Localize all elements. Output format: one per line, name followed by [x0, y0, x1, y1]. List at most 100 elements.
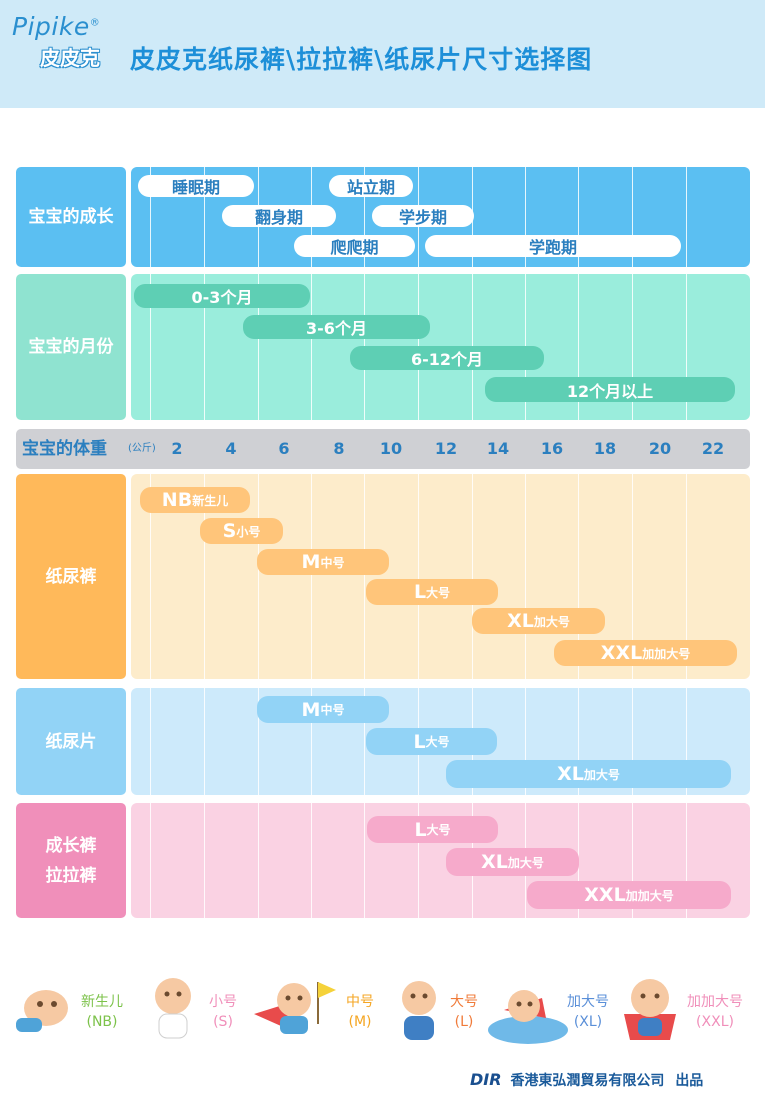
legend-code: (L): [454, 1014, 474, 1030]
size-name: 大号: [426, 823, 451, 837]
size-name: 大号: [426, 585, 451, 600]
legend-xxl: 加加大号 (XXL): [680, 992, 750, 1032]
grid-line: [632, 803, 633, 918]
row-label-growth: 宝宝的成长: [16, 167, 126, 267]
size-name: 小号: [236, 524, 261, 539]
size-name: 中号: [320, 555, 345, 570]
size-code: L: [413, 581, 427, 603]
size-code: NB: [161, 489, 193, 511]
legend-code: (NB): [86, 1014, 118, 1030]
weight-unit: (公斤): [128, 443, 156, 454]
diaper-size-nb: NB 新生儿: [140, 487, 250, 513]
grid-line: [686, 474, 687, 679]
size-code: XL: [557, 763, 584, 785]
grid-line: [686, 688, 687, 795]
size-code: M: [301, 551, 321, 573]
size-code: XXL: [584, 884, 626, 906]
weight-tick: 14: [486, 439, 510, 458]
grid-line: [686, 803, 687, 918]
legend-name: 加大号: [567, 994, 609, 1010]
header-banner: [0, 0, 765, 108]
baby-medium-icon: [246, 974, 338, 1044]
row-label-pad: 纸尿片: [16, 688, 126, 795]
size-code: M: [301, 698, 321, 721]
grid-line: [204, 474, 205, 679]
legend-name: 大号: [450, 994, 478, 1010]
size-name: 大号: [425, 735, 450, 749]
diaper-panel: NB 新生儿 S 小号 M 中号 L 大号 XL 加大号 XXL 加加大号: [131, 474, 750, 679]
legend-name: 小号: [209, 994, 237, 1010]
size-code: L: [414, 818, 427, 841]
stage-crawl: 爬爬期: [294, 235, 415, 257]
grid-line: [418, 474, 419, 679]
stage-run: 学跑期: [425, 235, 681, 257]
grid-line: [204, 167, 205, 267]
grid-line: [204, 688, 205, 795]
grid-line: [258, 803, 259, 918]
pants-size-l: L 大号: [367, 816, 498, 843]
grid-line: [632, 688, 633, 795]
weight-tick: 22: [701, 439, 725, 458]
month-6-12: 6-12个月: [350, 346, 544, 370]
grid-line: [364, 474, 365, 679]
registered-mark: ®: [89, 17, 101, 29]
grid-line: [311, 688, 312, 795]
legend-code: (XL): [573, 1014, 603, 1030]
grid-line: [258, 474, 259, 679]
grid-line: [258, 274, 259, 420]
grid-line: [364, 167, 365, 267]
grid-line: [150, 803, 151, 918]
legend-s: 小号 (S): [203, 992, 243, 1032]
legend-code: (S): [213, 1014, 233, 1030]
weight-tick: 20: [648, 439, 672, 458]
grid-line: [364, 688, 365, 795]
size-name: 加加大号: [642, 646, 691, 661]
month-3-6: 3-6个月: [243, 315, 430, 339]
grid-line: [632, 274, 633, 420]
legend-code: (M): [348, 1014, 372, 1030]
grid-line: [311, 803, 312, 918]
weight-tick: 12: [434, 439, 458, 458]
row-label-diaper: 纸尿裤: [16, 474, 126, 679]
baby-xxl-icon: [618, 974, 682, 1046]
stage-roll: 翻身期: [222, 205, 336, 227]
grid-line: [578, 274, 579, 420]
size-name: 中号: [320, 703, 345, 717]
pants-size-xl: XL 加大号: [446, 848, 579, 876]
pants-size-xxl: XXL 加加大号: [527, 881, 731, 909]
pants-label-line2: 拉拉裤: [45, 865, 97, 886]
month-0-3: 0-3个月: [134, 284, 310, 308]
grid-line: [578, 474, 579, 679]
size-name: 加大号: [507, 855, 544, 870]
weight-tick: 2: [171, 439, 183, 458]
grid-line: [150, 688, 151, 795]
legend-m: 中号 (M): [340, 992, 380, 1032]
credit-suffix: 出品: [675, 1073, 704, 1089]
company-name: 香港東弘潤貿易有限公司: [510, 1073, 665, 1089]
grid-line: [632, 474, 633, 679]
diaper-size-xl: XL 加大号: [472, 608, 605, 634]
legend-name: 新生儿: [81, 994, 123, 1010]
diaper-size-m: M 中号: [257, 549, 389, 575]
size-legend: 新生儿 (NB) 小号 (S) 中号 (M) 大号 (L) 加大号 (XL) 加…: [10, 970, 750, 1050]
pad-size-xl: XL 加大号: [446, 760, 731, 788]
weight-tick: 8: [333, 439, 345, 458]
diaper-size-l: L 大号: [366, 579, 498, 605]
company-logo: DIR: [470, 1070, 502, 1089]
grid-line: [578, 688, 579, 795]
legend-xl: 加大号 (XL): [562, 992, 614, 1032]
row-label-pants: 成长裤 拉拉裤: [16, 803, 126, 918]
pad-size-m: M 中号: [257, 696, 389, 723]
stage-toddle: 学步期: [372, 205, 474, 227]
size-name: 加大号: [533, 614, 570, 629]
page-title: 皮皮克纸尿裤\拉拉裤\纸尿片尺寸选择图: [130, 45, 593, 74]
size-code: L: [413, 730, 426, 753]
baby-newborn-icon: [10, 978, 78, 1040]
legend-name: 中号: [346, 994, 374, 1010]
grid-line: [150, 167, 151, 267]
size-code: S: [222, 520, 237, 542]
legend-nb: 新生儿 (NB): [78, 992, 126, 1032]
footer-credit: DIR 香港東弘潤貿易有限公司 出品: [470, 1070, 755, 1092]
grid-line: [578, 167, 579, 267]
diaper-size-s: S 小号: [200, 518, 283, 544]
